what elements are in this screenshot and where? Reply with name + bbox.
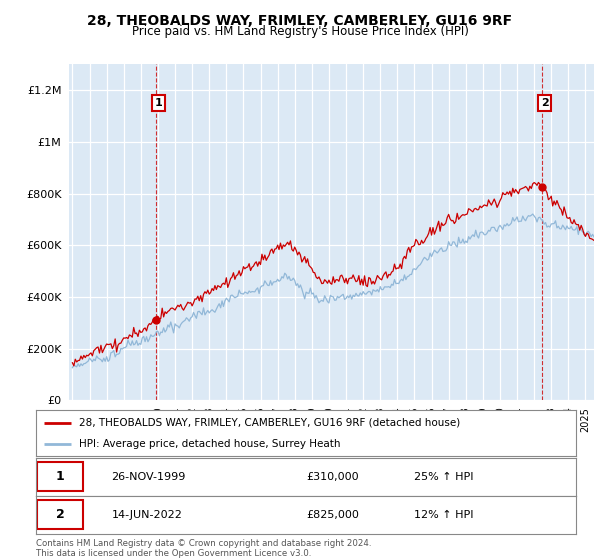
Text: 2: 2 xyxy=(56,508,65,521)
Text: 28, THEOBALDS WAY, FRIMLEY, CAMBERLEY, GU16 9RF (detached house): 28, THEOBALDS WAY, FRIMLEY, CAMBERLEY, G… xyxy=(79,418,460,428)
Text: 25% ↑ HPI: 25% ↑ HPI xyxy=(414,472,473,482)
Text: 28, THEOBALDS WAY, FRIMLEY, CAMBERLEY, GU16 9RF: 28, THEOBALDS WAY, FRIMLEY, CAMBERLEY, G… xyxy=(88,14,512,28)
Text: £825,000: £825,000 xyxy=(306,510,359,520)
Text: 14-JUN-2022: 14-JUN-2022 xyxy=(112,510,182,520)
Text: 26-NOV-1999: 26-NOV-1999 xyxy=(112,472,186,482)
FancyBboxPatch shape xyxy=(37,461,83,492)
Text: Contains HM Land Registry data © Crown copyright and database right 2024.
This d: Contains HM Land Registry data © Crown c… xyxy=(36,539,371,558)
Text: £310,000: £310,000 xyxy=(306,472,359,482)
Text: 1: 1 xyxy=(154,98,162,108)
Text: HPI: Average price, detached house, Surrey Heath: HPI: Average price, detached house, Surr… xyxy=(79,439,341,449)
FancyBboxPatch shape xyxy=(37,500,83,530)
Text: 12% ↑ HPI: 12% ↑ HPI xyxy=(414,510,473,520)
Text: 1: 1 xyxy=(56,470,65,483)
Text: 2: 2 xyxy=(541,98,548,108)
Text: Price paid vs. HM Land Registry's House Price Index (HPI): Price paid vs. HM Land Registry's House … xyxy=(131,25,469,38)
